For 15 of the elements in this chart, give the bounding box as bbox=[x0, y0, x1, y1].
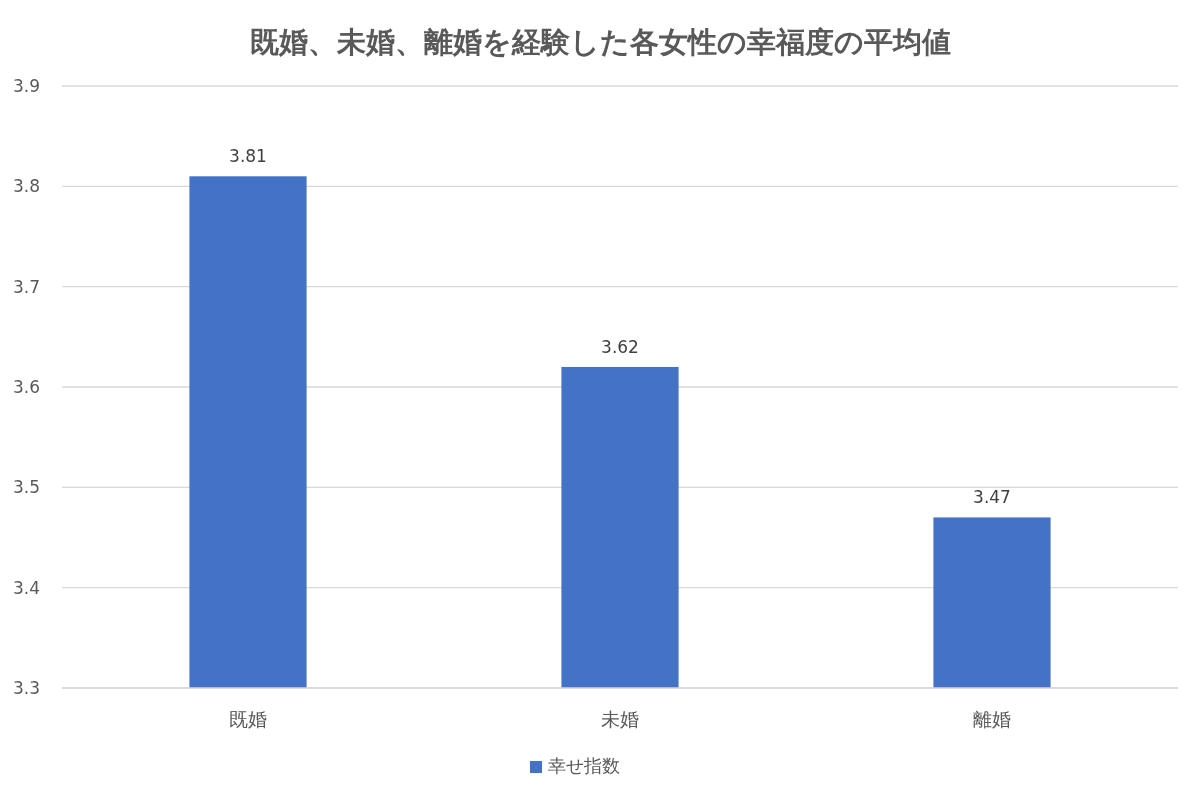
y-tick-label: 3.5 bbox=[12, 477, 40, 498]
y-tick-label: 3.4 bbox=[12, 577, 40, 598]
legend-label: 幸せ指数 bbox=[548, 755, 620, 776]
x-tick-label: 離婚 bbox=[973, 708, 1011, 730]
y-tick-label: 3.3 bbox=[12, 678, 40, 698]
x-tick-label: 未婚 bbox=[601, 708, 639, 730]
y-tick-label: 3.9 bbox=[12, 76, 40, 96]
data-label: 3.62 bbox=[601, 336, 639, 357]
y-tick-label: 3.6 bbox=[12, 377, 40, 397]
data-label: 3.47 bbox=[973, 487, 1011, 508]
y-tick-label: 3.8 bbox=[12, 176, 40, 197]
data-label: 3.81 bbox=[229, 146, 267, 167]
chart-title: 既婚、未婚、離婚を経験した各女性の幸福度の平均値 bbox=[249, 25, 951, 59]
x-tick-label: 既婚 bbox=[229, 708, 267, 730]
y-tick-label: 3.7 bbox=[12, 276, 40, 297]
